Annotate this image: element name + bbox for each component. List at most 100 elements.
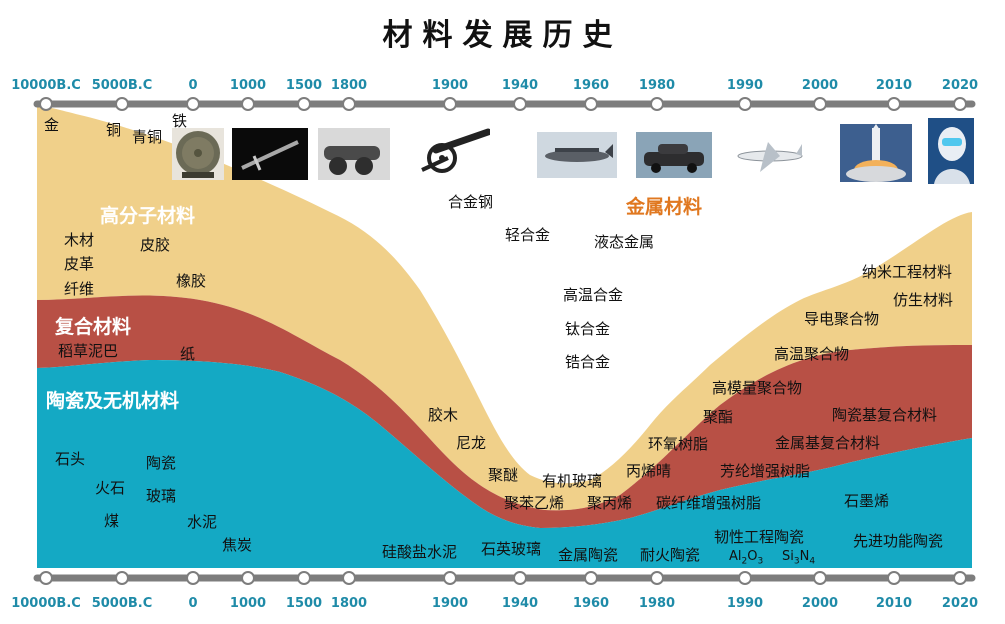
year-label-bottom: 1800 [330,596,368,611]
label-gold: 金 [44,116,60,134]
timeline-tick-bottom [342,571,356,585]
timeline-tick-top [738,97,752,111]
label-leather: 皮革 [64,255,95,273]
year-label-bottom: 2000 [801,596,839,611]
year-label-top: 2020 [941,78,979,93]
rocket-launch-icon [840,124,912,182]
year-label-bottom: 2020 [941,596,979,611]
timeline-tick-bottom [297,571,311,585]
label-hide-glue: 皮胶 [140,236,171,254]
label-metal-ceramic: 金属陶瓷 [558,546,619,564]
label-paper: 纸 [180,345,196,363]
label-titanium-alloy: 钛合金 [565,320,611,338]
timeline-tick-top [813,97,827,111]
label-quartz-glass: 石英玻璃 [481,540,542,558]
timeline-tick-top [241,97,255,111]
year-label-bottom: 2010 [875,596,913,611]
label-tough-ceramic: 韧性工程陶瓷 [714,528,805,546]
label-wood: 木材 [64,231,95,249]
label-organic-glass: 有机玻璃 [542,472,603,490]
year-label-bottom: 1990 [726,596,764,611]
year-label-top: 1500 [285,78,323,93]
composite-region-title: 复合材料 [55,316,132,338]
label-acrylonitrile: 丙烯晴 [626,462,672,480]
label-nano-materials: 纳米工程材料 [862,263,953,281]
timeline-tick-bottom [39,571,53,585]
label-graphene: 石墨烯 [844,492,890,510]
field-gun-icon [421,128,490,173]
timeline-tick-bottom [738,571,752,585]
year-label-bottom: 1500 [285,596,323,611]
timeline-tick-bottom [115,571,129,585]
composite-region [37,295,972,528]
label-coal: 煤 [104,512,120,530]
label-aramid-resin: 芳纶增强树脂 [720,462,811,480]
label-carbon-fiber-resin: 碳纤维增强树脂 [656,494,762,512]
vintage-car-icon [636,132,712,178]
timeline-tick-bottom [443,571,457,585]
label-high-temp-polymer: 高温聚合物 [774,345,850,363]
timeline-tick-bottom [887,571,901,585]
label-straw-mud: 稻草泥巴 [58,342,119,360]
bronze-mirror-icon [172,128,224,180]
year-label-bottom: 10000B.C [11,596,81,611]
year-label-top: 1960 [572,78,610,93]
timeline-tick-bottom [953,571,967,585]
label-pottery: 陶瓷 [146,454,177,472]
label-flint: 火石 [95,479,126,497]
label-metal-matrix: 金属基复合材料 [775,434,881,452]
timeline-tick-bottom [186,571,200,585]
label-si3n4: Si3N4 [782,549,816,567]
label-epoxy: 环氧树脂 [648,435,709,453]
label-ceramic-matrix: 陶瓷基复合材料 [832,406,938,424]
label-stone: 石头 [55,450,86,468]
polymer-region-title: 高分子材料 [100,205,196,227]
year-label-top: 5000B.C [91,78,153,93]
year-label-bottom: 1960 [572,596,610,611]
timeline-tick-top [584,97,598,111]
timeline-tick-bottom [241,571,255,585]
label-conductive-polymer: 导电聚合物 [804,310,880,328]
label-advanced-ceramic: 先进功能陶瓷 [853,532,944,550]
sword-icon [232,128,308,180]
year-label-top: 2010 [875,78,913,93]
timeline-tick-top [443,97,457,111]
jet-airliner-icon [737,142,803,172]
year-label-top: 1000 [229,78,267,93]
year-label-top: 1800 [330,78,368,93]
timeline-tick-top [513,97,527,111]
label-biomimetic: 仿生材料 [893,291,954,309]
label-copper: 铜 [106,121,122,139]
robot-ai-icon [928,118,974,184]
label-high-modulus-polymer: 高模量聚合物 [712,379,803,397]
label-al2o3: Al2O3 [729,549,764,567]
propeller-plane-icon [537,132,617,178]
label-nylon: 尼龙 [456,434,487,452]
label-fiber: 纤维 [64,280,95,298]
year-label-top: 2000 [801,78,839,93]
year-label-top: 1900 [431,78,469,93]
timeline-tick-top [342,97,356,111]
timeline-tick-top [39,97,53,111]
timeline-tick-top [953,97,967,111]
year-label-bottom: 1000 [229,596,267,611]
label-glass: 玻璃 [146,487,177,505]
old-cannon-icon [318,128,390,180]
label-bronze: 青铜 [132,128,163,146]
timeline-tick-bottom [650,571,664,585]
year-label-top: 10000B.C [11,78,81,93]
metal-region-title: 金属材料 [626,196,703,218]
year-label-bottom: 0 [188,596,198,611]
label-alloy-steel: 合金钢 [448,193,494,211]
timeline-tick-top [887,97,901,111]
year-label-bottom: 1900 [431,596,469,611]
polymer-region [37,105,972,511]
timeline-tick-top [297,97,311,111]
year-label-bottom: 1980 [638,596,676,611]
label-zirconium-alloy: 锆合金 [565,353,611,371]
timeline-tick-bottom [513,571,527,585]
label-polypropylene: 聚丙烯 [587,494,633,512]
year-label-bottom: 1940 [501,596,539,611]
